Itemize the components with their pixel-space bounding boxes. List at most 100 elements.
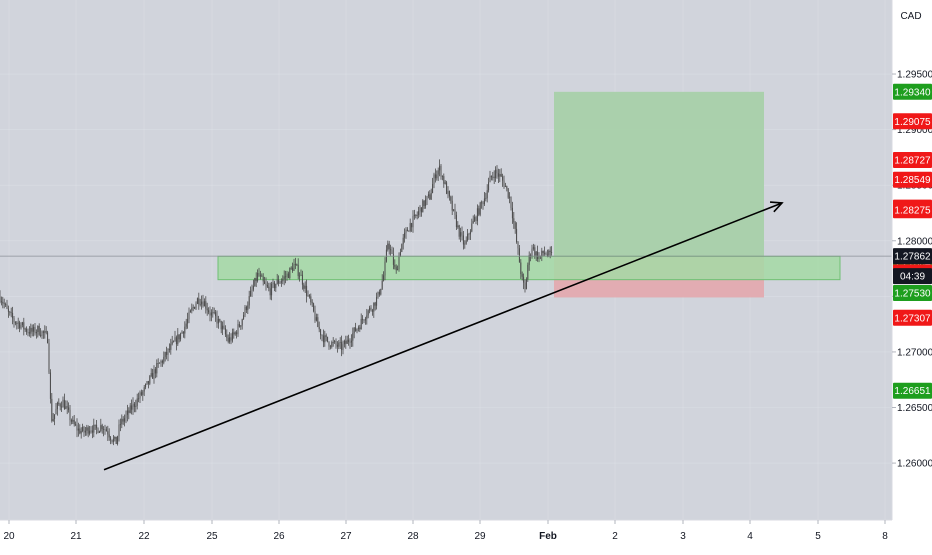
candle-body	[196, 298, 198, 304]
candle-body	[161, 360, 163, 363]
candle-body	[20, 324, 22, 329]
candle-body	[524, 282, 526, 290]
candle-body	[224, 328, 226, 335]
candle	[516, 222, 518, 244]
candle-body	[59, 404, 61, 407]
candle-body	[278, 279, 280, 284]
candle-body	[432, 184, 434, 194]
candle	[432, 177, 434, 194]
trendline-arrow[interactable]	[103, 202, 783, 471]
candle	[82, 423, 84, 433]
candle-body	[350, 340, 352, 343]
candle	[40, 328, 42, 338]
candle	[241, 318, 243, 330]
candle	[418, 206, 420, 219]
candle-body	[485, 198, 487, 200]
candle	[45, 326, 47, 335]
candle	[306, 279, 308, 303]
candle	[520, 259, 522, 279]
candle-body	[542, 250, 544, 254]
candle-body	[83, 426, 85, 433]
candle	[450, 195, 452, 204]
candle-body	[541, 250, 543, 257]
candle	[157, 358, 159, 368]
candle	[329, 344, 331, 350]
candle	[248, 290, 250, 309]
y-tick-label: 1.29500	[897, 70, 932, 81]
candle-body	[98, 431, 100, 433]
candle	[77, 422, 79, 437]
candle	[35, 329, 37, 339]
candle-body	[287, 273, 289, 278]
candle	[9, 310, 11, 316]
target-zone[interactable]	[554, 91, 764, 257]
candle	[441, 175, 443, 181]
candle	[173, 340, 175, 343]
candle	[96, 420, 98, 435]
candle	[201, 295, 203, 310]
candle-body	[139, 392, 141, 399]
candle-body	[490, 175, 492, 178]
candle-body	[70, 420, 72, 422]
candle	[222, 321, 224, 336]
candle-body	[387, 243, 389, 250]
candle-body	[149, 376, 151, 384]
candle	[471, 218, 473, 233]
candle	[164, 351, 166, 362]
candle-body	[294, 263, 296, 265]
candle-body	[167, 348, 169, 355]
candle	[167, 348, 169, 362]
candle	[387, 240, 389, 252]
candle-body	[513, 218, 515, 223]
candle	[125, 410, 127, 424]
x-tick-label: 4	[747, 531, 753, 542]
candle	[416, 211, 418, 220]
candle	[504, 182, 506, 188]
candle	[457, 221, 459, 229]
candle-body	[306, 285, 308, 296]
candle-body	[111, 440, 113, 442]
candle	[311, 299, 313, 307]
candle-body	[125, 414, 127, 419]
candle	[511, 201, 513, 224]
candle	[289, 267, 291, 280]
candle-body	[455, 214, 457, 228]
candle	[133, 402, 135, 413]
candle	[390, 244, 392, 256]
candle	[56, 401, 58, 416]
candle-body	[104, 429, 106, 431]
candle	[488, 177, 490, 193]
time-axis[interactable]: 20 21 22 25 26 27 28 29 Feb 2 3 4 5 8	[3, 520, 888, 542]
price-badge-bg	[893, 285, 932, 302]
candle-body	[45, 331, 47, 333]
countdown-badge: 04:39	[893, 268, 932, 285]
candle-body	[376, 297, 378, 306]
candle-body	[423, 200, 425, 206]
candle-body	[342, 344, 344, 350]
candle	[304, 281, 306, 294]
candle	[21, 321, 23, 328]
candle-body	[325, 335, 327, 337]
candle-body	[154, 369, 156, 374]
candle	[63, 393, 65, 410]
candle	[325, 333, 327, 342]
candle	[408, 230, 410, 232]
candle-body	[369, 307, 371, 311]
candle	[192, 304, 194, 312]
candle-body	[327, 336, 329, 342]
candle	[469, 229, 471, 241]
candle	[544, 246, 546, 256]
candle	[23, 317, 25, 336]
candle	[269, 282, 271, 300]
candle-body	[346, 339, 348, 344]
candle-body	[371, 310, 373, 312]
candle-body	[399, 251, 401, 256]
candle	[332, 337, 334, 347]
price-badge-bg	[893, 382, 932, 399]
candle	[159, 362, 161, 364]
candle-body	[23, 322, 25, 330]
candle-body	[469, 231, 471, 235]
candle-body	[202, 301, 204, 307]
